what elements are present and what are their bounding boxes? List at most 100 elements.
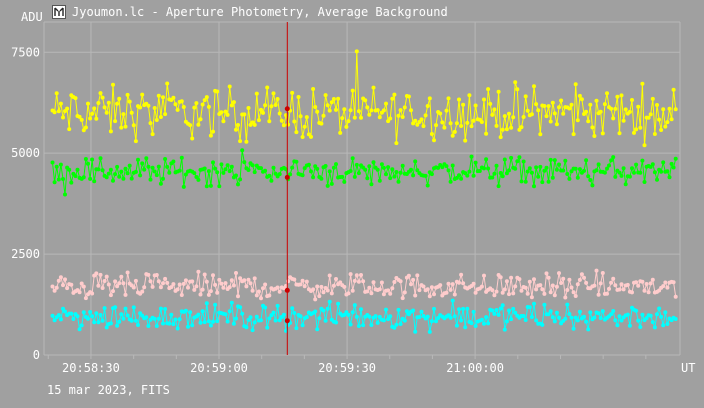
data-point (290, 90, 295, 95)
data-point (611, 155, 616, 160)
data-point (425, 314, 430, 319)
data-point (94, 271, 99, 276)
data-point (400, 296, 405, 301)
data-point (652, 170, 657, 175)
data-point (611, 309, 616, 313)
data-point (194, 101, 199, 106)
data-point (156, 316, 161, 321)
data-point (321, 113, 326, 118)
data-point (123, 306, 128, 311)
data-point (234, 316, 238, 321)
data-point (90, 291, 95, 296)
data-point (519, 125, 524, 130)
data-point (617, 287, 622, 292)
data-point (427, 329, 432, 334)
data-point (502, 287, 507, 292)
data-point (398, 108, 403, 113)
data-point (183, 172, 188, 177)
data-point (521, 314, 526, 318)
data-point (88, 310, 93, 314)
data-point (411, 308, 416, 313)
data-point (582, 275, 586, 280)
data-point (473, 290, 478, 295)
data-point (354, 49, 359, 54)
data-point (609, 106, 614, 111)
data-point (206, 169, 211, 174)
cursor-marker (284, 318, 290, 324)
data-point (52, 110, 57, 115)
data-point (54, 285, 59, 290)
data-point (415, 122, 420, 127)
data-point (188, 310, 193, 315)
data-point (544, 165, 549, 170)
data-point (58, 101, 63, 106)
data-point (671, 87, 676, 92)
data-point (561, 168, 566, 173)
data-point (588, 310, 593, 315)
data-point (494, 308, 499, 312)
data-point (323, 318, 328, 323)
data-point (359, 115, 363, 120)
data-point (498, 135, 503, 140)
data-point (317, 316, 322, 321)
data-point (406, 273, 411, 278)
data-point (158, 181, 163, 186)
data-point (100, 95, 105, 100)
data-point (298, 114, 303, 119)
data-point (409, 282, 413, 287)
data-point (492, 293, 497, 298)
y-axis-title: ADU (21, 10, 43, 24)
data-point (196, 312, 201, 317)
data-point (567, 176, 572, 181)
data-point (331, 97, 336, 101)
data-point (411, 121, 416, 126)
data-point (309, 169, 313, 174)
data-point (448, 287, 453, 292)
data-point (502, 327, 507, 332)
data-point (369, 291, 374, 296)
data-point (492, 311, 497, 316)
data-point (311, 87, 316, 91)
data-point (496, 184, 501, 189)
data-point (600, 131, 605, 136)
data-point (223, 281, 228, 286)
data-point (534, 287, 539, 292)
data-point (133, 169, 138, 174)
data-point (365, 105, 370, 110)
data-point (198, 292, 203, 297)
data-point (229, 164, 234, 169)
y-tick-label: 0 (33, 348, 40, 362)
data-point (619, 282, 624, 287)
time-cursor[interactable] (284, 22, 290, 355)
data-point (352, 278, 357, 283)
data-point (267, 293, 272, 298)
data-point (379, 162, 384, 167)
data-point (444, 108, 449, 113)
data-point (461, 281, 466, 286)
data-point (146, 272, 151, 277)
data-point (208, 323, 213, 328)
data-point (208, 289, 213, 294)
data-point (375, 167, 380, 172)
data-point (457, 173, 461, 178)
data-point (119, 169, 124, 174)
data-point (498, 275, 503, 280)
data-point (544, 114, 549, 119)
data-point (227, 84, 232, 89)
data-point (548, 119, 553, 124)
data-point (398, 170, 403, 175)
data-point (56, 313, 61, 318)
data-point (79, 281, 84, 286)
data-point (113, 305, 118, 310)
data-point (429, 285, 434, 290)
data-point (586, 174, 591, 179)
data-point (413, 118, 418, 123)
data-point (473, 160, 478, 165)
data-point (213, 282, 218, 287)
data-point (413, 159, 418, 164)
data-point (582, 168, 586, 173)
data-point (275, 97, 280, 101)
data-point (561, 276, 566, 281)
data-point (457, 280, 461, 285)
